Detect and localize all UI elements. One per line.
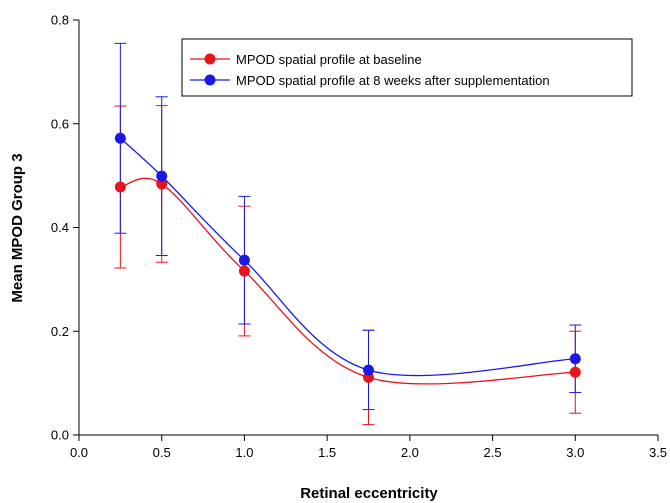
smoothed-curves bbox=[119, 137, 576, 385]
legend-box bbox=[181, 38, 633, 97]
y-tick-label: 0.0 bbox=[51, 428, 69, 443]
x-tick-label: 0.5 bbox=[153, 445, 171, 460]
legend-marker-baseline bbox=[204, 53, 216, 65]
data-point-8-weeks bbox=[238, 254, 250, 266]
y-tick-label: 0.2 bbox=[51, 324, 69, 339]
x-axis-title: Retinal eccentricity bbox=[300, 485, 438, 502]
y-tick-label: 0.4 bbox=[51, 220, 69, 235]
legend-entry-baseline: MPOD spatial profile at baseline bbox=[190, 52, 422, 67]
data-point-8-weeks bbox=[156, 170, 168, 182]
data-point-baseline bbox=[238, 265, 250, 277]
y-tick-label: 0.6 bbox=[51, 116, 69, 131]
legend-label-8-weeks: MPOD spatial profile at 8 weeks after su… bbox=[236, 73, 550, 88]
plot-axes bbox=[73, 19, 659, 441]
data-point-8-weeks bbox=[569, 353, 581, 365]
data-points bbox=[114, 132, 581, 383]
tick-labels: 0.0 0.5 1.0 1.5 2.0 2.5 3.0 3.5 0.0 0.2 0.4 0.6 0.8 bbox=[51, 13, 667, 461]
x-tick-label: 0.0 bbox=[70, 445, 88, 460]
x-tick-label: 1.5 bbox=[318, 445, 336, 460]
data-point-8-weeks bbox=[363, 364, 374, 376]
legend-marker-8-weeks bbox=[204, 74, 216, 86]
x-tick-label: 3.0 bbox=[566, 445, 584, 460]
legend-entry-8-weeks: MPOD spatial profile at 8 weeks after su… bbox=[190, 73, 550, 88]
data-point-baseline bbox=[156, 178, 168, 190]
series-line-8-weeks bbox=[119, 137, 576, 377]
y-axis-title: Mean MPOD Group 3 bbox=[9, 153, 26, 302]
data-point-baseline bbox=[114, 181, 126, 193]
x-tick-label: 3.5 bbox=[649, 445, 667, 460]
legend: MPOD spatial profile at baseline MPOD sp… bbox=[181, 38, 633, 97]
y-tick-label: 0.8 bbox=[51, 13, 69, 28]
legend-label-baseline: MPOD spatial profile at baseline bbox=[236, 52, 422, 67]
x-tick-label: 1.0 bbox=[235, 445, 253, 460]
x-tick-label: 2.0 bbox=[401, 445, 419, 460]
series-line-baseline bbox=[120, 177, 576, 385]
data-point-baseline bbox=[569, 366, 581, 378]
x-tick-label: 2.5 bbox=[484, 445, 502, 460]
data-point-8-weeks bbox=[114, 132, 126, 144]
